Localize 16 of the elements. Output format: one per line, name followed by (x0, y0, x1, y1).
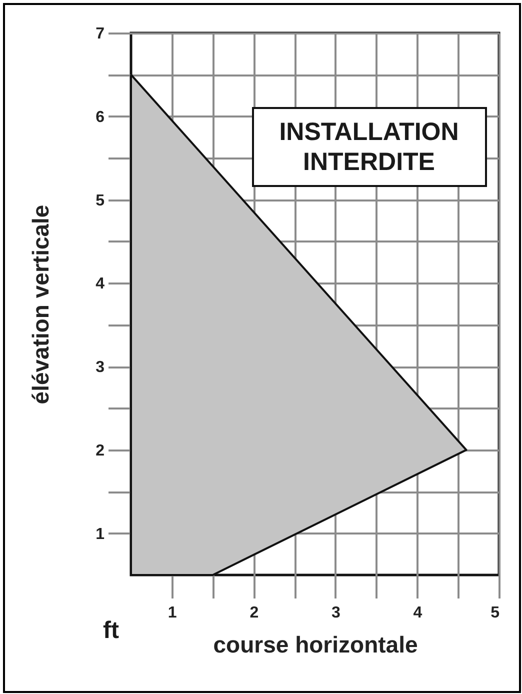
annotation: INSTALLATION INTERDITE (279, 118, 459, 176)
x-tick-label: 1 (168, 604, 177, 622)
x-tick-label: 5 (490, 604, 500, 622)
y-tick-label: 6 (96, 108, 105, 126)
x-tick-label: 4 (413, 604, 422, 622)
y-tick-label: 4 (96, 276, 105, 293)
y-tick-label: 3 (96, 359, 105, 376)
x-tick-label: 2 (250, 604, 259, 622)
x-axis-title: course horizontale (213, 632, 418, 658)
y-tick-label: 1 (96, 526, 105, 543)
x-tick-label: 3 (331, 604, 340, 622)
y-tick-label: 2 (96, 442, 105, 460)
y-tick-label: 5 (96, 192, 105, 210)
text: ft (103, 617, 119, 644)
y-tick-label: 7 (96, 26, 105, 42)
y-axis-title: élévation verticale (28, 204, 54, 404)
